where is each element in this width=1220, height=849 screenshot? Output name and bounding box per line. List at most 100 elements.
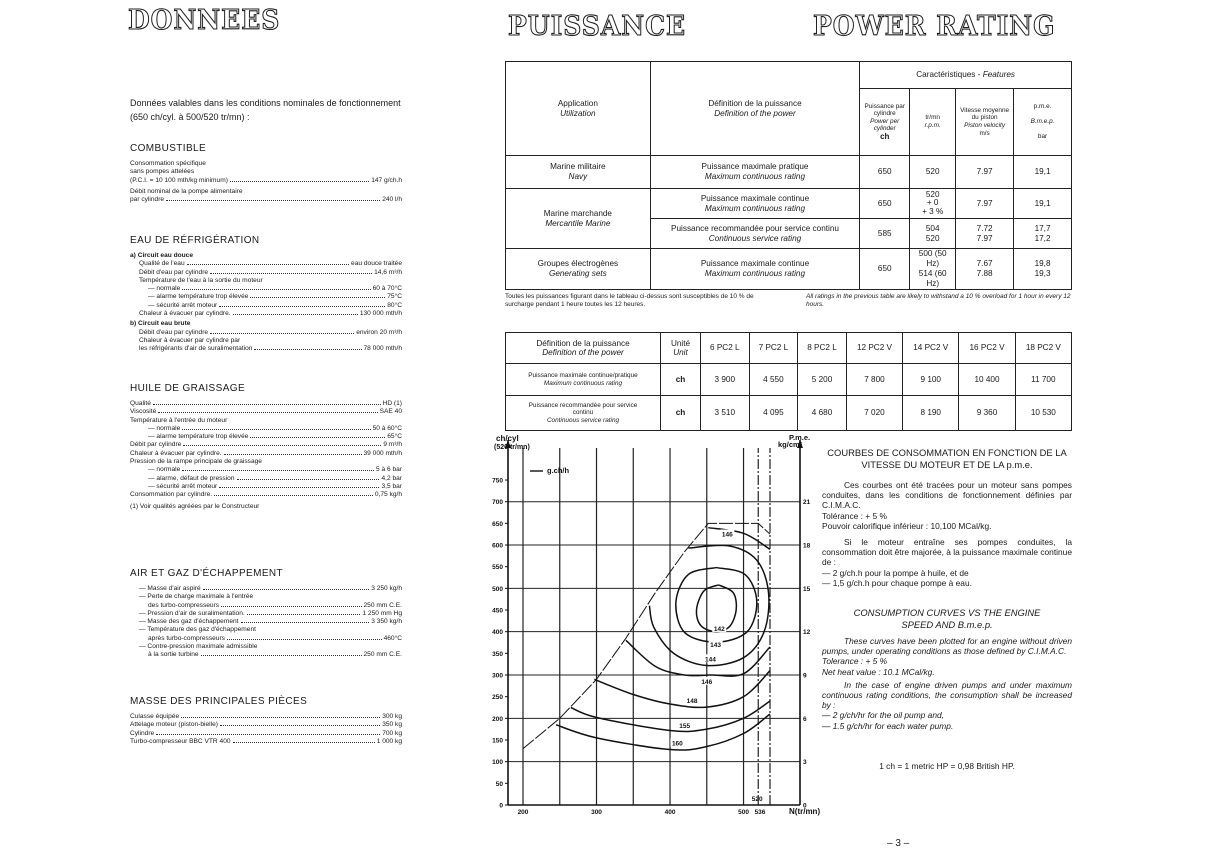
y-right-tick-label: 6 — [803, 716, 807, 723]
table-cell: 4 680 — [797, 395, 847, 431]
table-row: Groupes électrogènes Generating sets Puis… — [505, 248, 1072, 290]
spec-row: — sécurité arrêt moteur 80°C — [130, 302, 402, 310]
spec-value: environ 20 m³/h — [356, 328, 402, 336]
header-model: 8 PC2 L — [797, 332, 847, 364]
header-power: Puissance par cylindre Power per cylinder… — [859, 88, 911, 156]
dot-leader — [183, 445, 382, 447]
spec-row: après turbo-compresseurs 460°C — [130, 635, 402, 643]
spec-label: Débit d'eau par cylindre — [139, 328, 209, 336]
spec-row: Chaleur à évacuer par cylindre. 39 000 mt… — [130, 450, 402, 458]
dot-leader — [226, 638, 382, 640]
spec-label: — Température des gaz d'échappement — [139, 626, 256, 634]
spec-label: à la sortie turbine — [148, 651, 199, 659]
dot-leader — [210, 332, 355, 334]
spec-label: les réfrigérants d'air de suralimentatio… — [139, 345, 253, 353]
spec-label: Culasse équipée — [130, 713, 180, 720]
header-model: 16 PC2 V — [958, 332, 1016, 364]
spec-row: Chaleur à évacuer par cylindre. 130 000 m… — [130, 310, 402, 318]
section-heading: EAU DE RÉFRIGÉRATION — [130, 235, 260, 246]
dot-leader — [236, 478, 380, 480]
y-tick-label: 700 — [492, 499, 503, 506]
header-unit: Unité Unit — [660, 332, 701, 364]
title-donnees: DONNEES — [127, 3, 281, 36]
y-tick-label: 200 — [492, 716, 503, 723]
spec-label: — normale — [148, 285, 181, 293]
spec-label: Turbo-compresseur BBC VTR 400 — [130, 737, 231, 745]
spec-value: 5 à 6 bar — [375, 466, 402, 474]
contour-label-bg — [703, 654, 718, 663]
dot-leader — [181, 717, 381, 718]
y-tick-label: 550 — [492, 564, 503, 571]
right-text-fr: COURBES DE CONSOMMATION EN FONCTION DE L… — [822, 447, 1072, 771]
spec-value: 3 350 kg/h — [371, 618, 402, 626]
spec-value: 9 m³/h — [383, 441, 402, 449]
x-tick-label: 200 — [518, 809, 529, 816]
spec-row: Température de l'eau à la sortie du mote… — [130, 277, 402, 285]
table-cell: 8 190 — [902, 395, 960, 431]
y-tick-label: 150 — [492, 738, 503, 745]
title-puissance: PUISSANCE — [507, 9, 687, 42]
y-right-tick-label: 18 — [803, 543, 811, 550]
contour-line — [625, 639, 771, 677]
spec-row: (1) Voir qualités agréées par le Constru… — [130, 503, 402, 511]
y-tick-label: 600 — [492, 543, 503, 550]
spec-label: — Contre-pression maximale admissible — [139, 643, 258, 651]
spec-value: 3 250 kg/h — [371, 585, 402, 592]
dot-leader — [223, 453, 362, 455]
spec-value: 250 mm C.E. — [363, 651, 402, 659]
en-title: CONSUMPTION CURVES VS THE ENGINE SPEED A… — [853, 607, 1041, 630]
contour-label: 143 — [710, 642, 721, 649]
en-paragraph: In the case of engine driven pumps and u… — [822, 679, 1072, 711]
header-model: 7 PC2 L — [748, 332, 799, 364]
spec-row: — sécurité arrêt moteur 3,5 bar — [130, 483, 402, 491]
y-tick-label: 300 — [492, 673, 503, 680]
x-tick-label: 400 — [665, 809, 676, 816]
spec-row: — Température des gaz d'échappement — [130, 626, 402, 634]
spec-value: 80°C — [387, 301, 402, 309]
section-combustible: COMBUSTIBLE Consommation spécifique sans p… — [130, 143, 402, 204]
contour-label: 142 — [714, 626, 725, 633]
y-tick-label: 350 — [492, 651, 503, 658]
contour-line — [648, 544, 770, 667]
header-definition: Définition de la puissance Definition of … — [649, 61, 861, 156]
spec-label: Débit nominal de la pompe alimentaire — [130, 187, 243, 195]
table-row: Puissance maximale continue/pratique Maxi… — [505, 363, 1073, 396]
spec-label: Qualité — [130, 400, 151, 407]
section-heading: MASSE DES PRINCIPALES PIÈCES — [130, 696, 308, 707]
spec-value: 0,75 kg/h — [374, 491, 402, 499]
contour-line — [708, 526, 771, 550]
spec-row: — normale 5 à 6 bar — [130, 466, 402, 474]
intro-text: Données valables dans les conditions nom… — [130, 98, 401, 122]
header-model: 6 PC2 L — [700, 332, 750, 364]
fr-pci: Pouvoir calorifique inférieur : 10,100 M… — [822, 520, 992, 531]
spec-row: Turbo-compresseur BBC VTR 400 1 000 kg — [130, 738, 402, 746]
table-row: Marine militaire Navy Puissance maximale … — [505, 155, 1072, 189]
spec-label: — normale — [148, 424, 181, 432]
spec-label: par cylindre — [130, 196, 165, 204]
y-tick-label: 400 — [492, 629, 503, 636]
en-list-item: — 2 g/ch/hr for the oil pump and, — [822, 710, 944, 721]
spec-row: a) Circuit eau douce — [130, 252, 402, 260]
y-tick-label: 250 — [492, 694, 503, 701]
table-cell: 10 530 — [1014, 395, 1073, 431]
spec-value: 700 kg — [382, 729, 402, 737]
spec-label: — sécurité arrêt moteur — [148, 301, 218, 309]
spec-row: Viscosité SAE 40 — [130, 408, 402, 416]
dot-leader — [182, 470, 374, 472]
spec-row: les réfrigérants d'air de suralimentatio… — [130, 345, 402, 353]
y-left-label: ch/cyl — [496, 434, 519, 443]
section-eau-refrigeration: EAU DE RÉFRIGÉRATION a) Circuit eau douce… — [130, 235, 402, 354]
dot-leader — [221, 605, 362, 607]
table-cell: 7 020 — [845, 395, 904, 431]
y-tick-label: 0 — [499, 803, 503, 810]
contour-label: 148 — [687, 698, 698, 705]
section-air-gaz: AIR ET GAZ D'ÉCHAPPEMENT — Masse d'air as… — [130, 568, 402, 660]
dot-leader — [229, 180, 370, 182]
y-right-sublabel: kg/cm² — [778, 440, 803, 449]
contour-label: 155 — [679, 723, 690, 730]
spec-label: (1) Voir qualités agréées par le Constru… — [130, 502, 260, 510]
y-left-sublabel: (520 tr/mn) — [494, 444, 530, 451]
dot-leader — [166, 200, 381, 202]
spec-value: eau douce traitée — [351, 260, 402, 268]
spec-label: des turbo-compresseurs — [148, 601, 220, 609]
